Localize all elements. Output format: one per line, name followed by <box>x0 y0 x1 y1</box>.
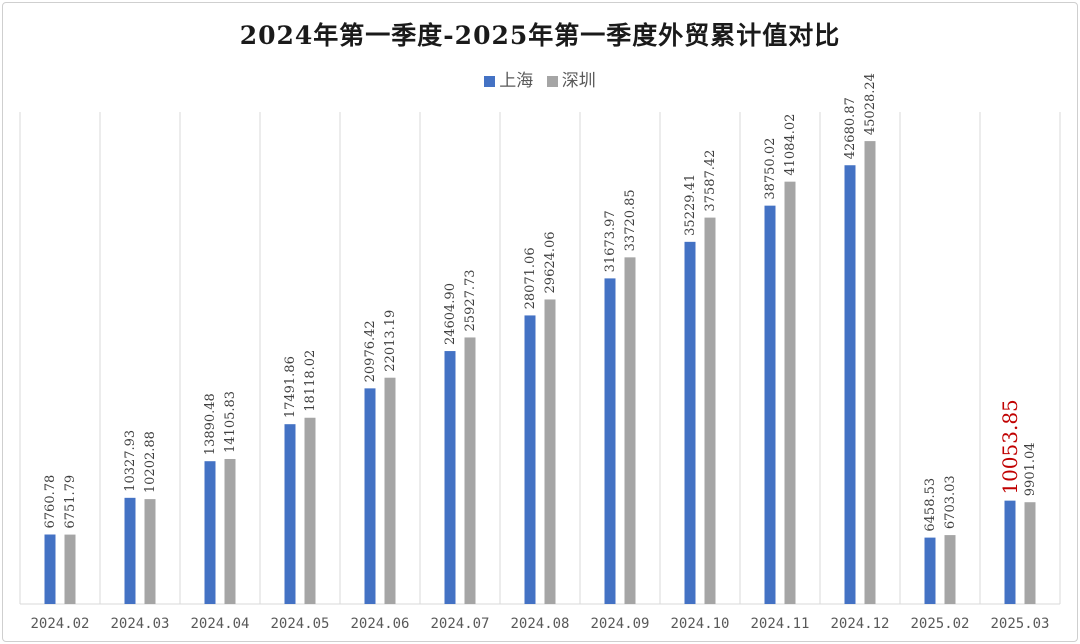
data-label: 13890.48 <box>203 393 218 455</box>
bar-series-1 <box>924 537 936 604</box>
bar-series-2 <box>304 417 316 604</box>
bar-series-1 <box>604 278 616 604</box>
data-label: 41084.02 <box>783 114 798 176</box>
bar-series-2 <box>464 337 476 604</box>
bar-series-1 <box>444 351 456 604</box>
bar-series-2 <box>944 535 956 604</box>
data-label: 10202.88 <box>143 431 158 493</box>
x-tick-label: 2024.11 <box>750 616 809 632</box>
bar-series-2 <box>864 141 876 605</box>
bar-series-1 <box>284 424 296 604</box>
chart-title: 2024年第一季度-2025年第一季度外贸累计值对比 <box>239 21 841 50</box>
data-label: 29624.06 <box>543 231 558 293</box>
bar-series-1 <box>764 205 776 605</box>
x-tick-label: 2025.02 <box>910 616 969 632</box>
bar-series-2 <box>64 534 76 604</box>
legend-item-series-1: 上海 <box>484 66 533 91</box>
bar-series-2 <box>384 377 396 604</box>
x-tick-label: 2024.07 <box>430 616 489 632</box>
x-tick-label: 2024.05 <box>270 616 329 632</box>
legend-label-series-2: 深圳 <box>561 71 596 91</box>
data-label: 18118.02 <box>303 350 318 412</box>
x-tick-label: 2024.08 <box>510 616 569 632</box>
data-label: 42680.87 <box>843 97 858 159</box>
bar-series-2 <box>224 458 236 604</box>
legend-swatch-series-1 <box>484 76 496 87</box>
bar-series-2 <box>1024 502 1036 604</box>
x-tick-label: 2024.04 <box>190 616 249 632</box>
x-tick-label: 2025.03 <box>990 616 1049 632</box>
data-label: 28071.06 <box>523 247 538 309</box>
x-tick-label: 2024.09 <box>590 616 649 632</box>
data-label: 25927.73 <box>463 269 478 331</box>
bar-series-1 <box>44 534 56 604</box>
x-tick-label: 2024.10 <box>670 616 729 632</box>
bar-series-1 <box>844 165 856 604</box>
data-label: 6760.78 <box>43 475 58 529</box>
data-label: 38750.02 <box>763 138 778 200</box>
data-label: 17491.86 <box>283 356 298 418</box>
x-tick-label: 2024.03 <box>110 616 169 632</box>
bar-series-1 <box>524 315 536 604</box>
bar-series-1 <box>204 461 216 604</box>
data-label: 9901.04 <box>1023 442 1038 496</box>
bar-series-2 <box>784 181 796 604</box>
legend-label-series-1: 上海 <box>499 71 534 91</box>
bar-series-1 <box>364 388 376 604</box>
data-label: 33720.85 <box>623 189 638 251</box>
bar-series-2 <box>544 299 556 604</box>
data-label: 37587.42 <box>703 150 718 212</box>
data-label: 20976.42 <box>363 320 378 382</box>
data-label: 22013.19 <box>383 310 398 372</box>
bar-series-1 <box>684 241 696 604</box>
bar-series-1 <box>1004 500 1016 604</box>
legend-swatch-series-2 <box>546 76 558 87</box>
data-label: 24604.90 <box>443 283 458 345</box>
data-label: 6751.79 <box>63 475 78 529</box>
x-tick-label: 2024.06 <box>350 616 409 632</box>
x-tick-label: 2024.02 <box>30 616 89 632</box>
data-label: 31673.97 <box>603 210 618 272</box>
bar-series-2 <box>624 257 636 604</box>
x-tick-label: 2024.12 <box>830 616 889 632</box>
data-label: 10053.85 <box>998 399 1022 494</box>
bar-series-2 <box>144 499 156 604</box>
data-label: 14105.83 <box>223 391 238 453</box>
data-label: 45028.24 <box>863 73 878 135</box>
legend: 上海 深圳 <box>0 66 1080 91</box>
data-label: 6703.03 <box>943 475 958 529</box>
data-label: 10327.93 <box>123 430 138 492</box>
legend-item-series-2: 深圳 <box>546 66 596 91</box>
bar-series-2 <box>704 217 716 604</box>
data-label: 35229.41 <box>683 174 698 236</box>
bar-series-1 <box>124 497 136 604</box>
data-label: 6458.53 <box>923 478 938 532</box>
